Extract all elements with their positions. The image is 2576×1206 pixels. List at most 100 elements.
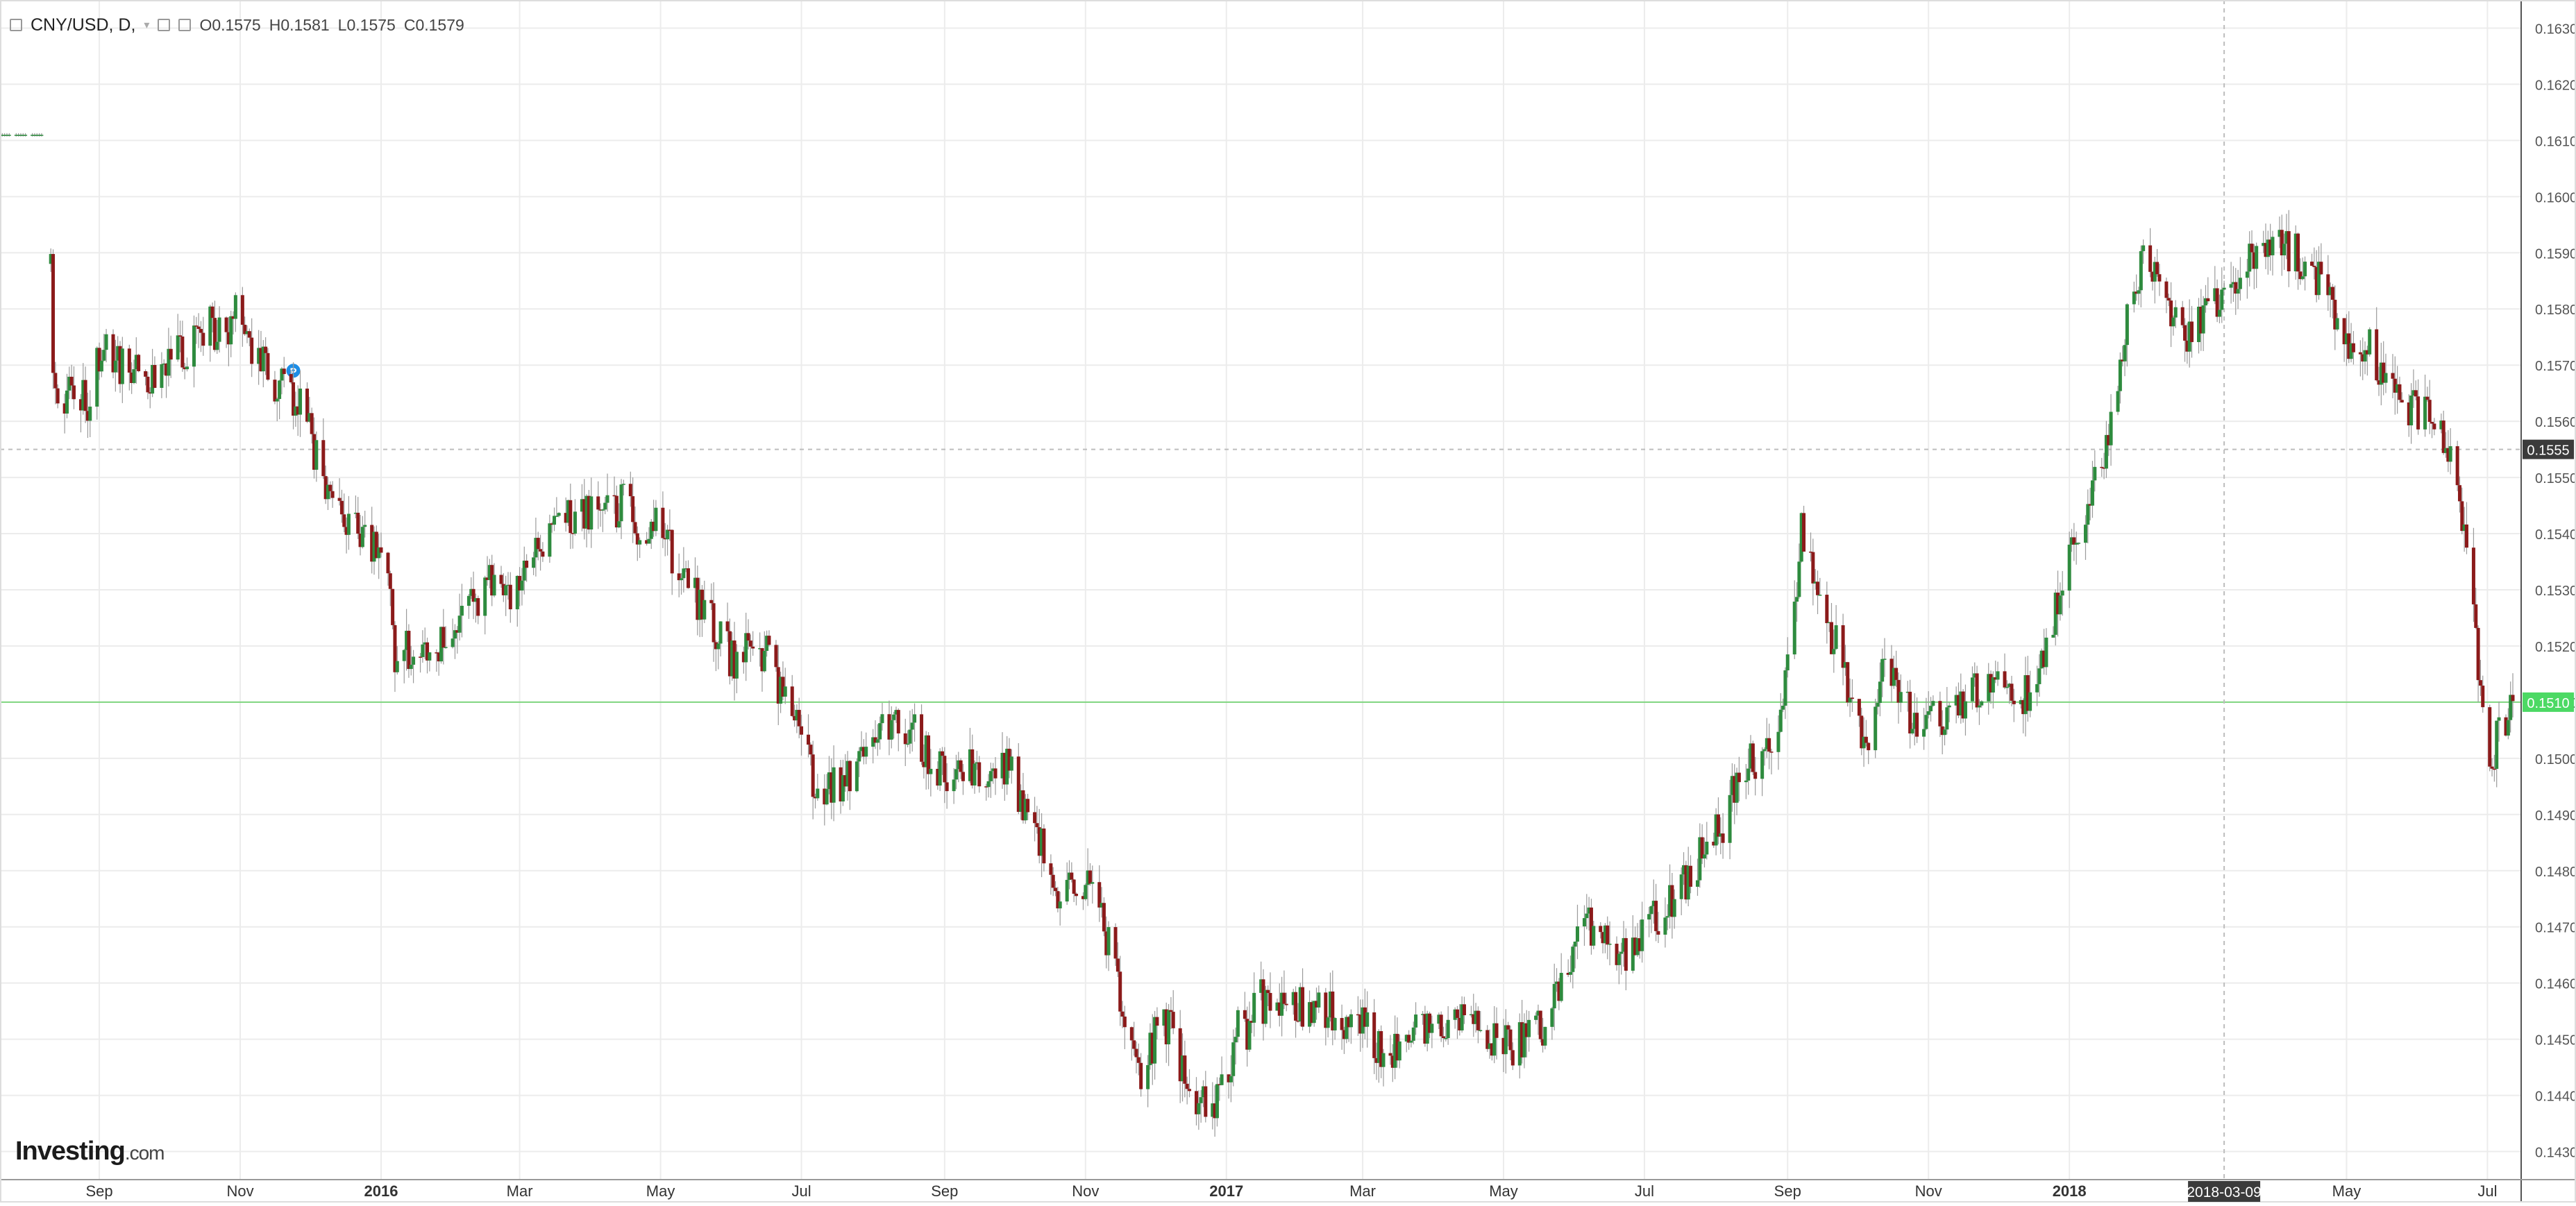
candle-body	[1462, 1004, 1466, 1016]
candle	[1802, 505, 1806, 552]
candle-body	[1541, 1039, 1545, 1046]
candle	[758, 632, 762, 667]
candle	[261, 340, 265, 388]
candle	[811, 740, 815, 819]
candle	[2053, 589, 2057, 646]
candle	[1813, 569, 1817, 590]
collapse-icon[interactable]	[10, 19, 22, 31]
candle-body	[2312, 266, 2316, 267]
candle	[183, 362, 187, 380]
candle	[2460, 487, 2464, 534]
candle	[633, 506, 637, 536]
candle	[1737, 756, 1741, 801]
candle	[920, 704, 924, 765]
candle-body	[1668, 885, 1672, 917]
candle	[1504, 1009, 1508, 1074]
candle	[1714, 808, 1718, 856]
candle-body	[180, 337, 185, 368]
candle	[2476, 625, 2480, 703]
candle-body	[1178, 1028, 1182, 1082]
candle	[160, 352, 164, 398]
candle	[2448, 428, 2452, 475]
candle	[612, 476, 616, 514]
candle	[71, 366, 76, 409]
candle	[1113, 923, 1118, 967]
candle	[1924, 697, 1928, 731]
candle	[573, 499, 577, 536]
candle-body	[598, 509, 603, 511]
candle	[2102, 452, 2106, 479]
candle-body	[1409, 1040, 1413, 1043]
candle	[1894, 650, 1899, 687]
candle	[180, 321, 185, 372]
settings-icon[interactable]	[158, 19, 171, 31]
candle-body	[2123, 345, 2127, 362]
candle-body	[1188, 1089, 1192, 1092]
candle	[1291, 988, 1295, 1015]
candle	[2509, 681, 2513, 733]
y-tick-label: 0.1580	[2535, 303, 2576, 318]
candle	[619, 479, 623, 539]
candle	[1252, 972, 1256, 1037]
candle	[1277, 983, 1281, 1027]
candle-body	[2060, 591, 2064, 596]
candle	[1393, 1015, 1397, 1080]
candle-body	[1252, 992, 1256, 1023]
open-value: O0.1575	[199, 15, 261, 34]
candle	[580, 484, 584, 532]
candle	[993, 757, 997, 795]
close-icon[interactable]	[178, 19, 192, 31]
candle	[1381, 1048, 1386, 1087]
candle	[848, 760, 852, 810]
candle	[1263, 985, 1268, 1028]
candle	[1231, 1029, 1236, 1087]
candle-body	[19, 135, 23, 136]
candle	[1834, 604, 1838, 650]
candle	[2005, 680, 2009, 695]
candle	[1746, 748, 1751, 795]
candle	[2455, 441, 2459, 491]
candle	[1665, 904, 1669, 931]
candle-body	[208, 306, 212, 346]
candle-body	[2100, 466, 2104, 468]
candle-body	[2300, 276, 2305, 280]
candle	[2197, 298, 2200, 354]
candle-body	[1880, 659, 1885, 682]
candle-body	[1088, 870, 1092, 884]
candle-body	[1312, 1001, 1316, 1024]
candle	[132, 359, 136, 384]
candle	[2423, 374, 2427, 437]
candle	[2139, 245, 2143, 307]
high-value: H0.1581	[269, 15, 330, 34]
candle	[2116, 385, 2120, 416]
candle-body	[732, 640, 736, 679]
candle	[1896, 672, 1901, 724]
candle-body	[2268, 239, 2273, 255]
candle	[178, 321, 183, 353]
candle-body	[887, 714, 891, 740]
candle	[1585, 894, 1589, 930]
candle	[1846, 661, 1850, 707]
candle	[421, 630, 425, 663]
x-tick-label: Jul	[791, 1182, 811, 1200]
candle	[1520, 999, 1524, 1064]
candle	[1712, 833, 1716, 848]
chevron-down-icon[interactable]: ▾	[144, 19, 150, 31]
candle-body	[116, 346, 120, 361]
crosshair-price-label: 0.1555	[2527, 443, 2569, 459]
candle-body	[589, 496, 594, 530]
candle	[859, 731, 864, 758]
candle-body	[1753, 772, 1758, 779]
candle-body	[827, 772, 831, 790]
candle-body	[1333, 1018, 1337, 1030]
candle-body	[1204, 1086, 1208, 1117]
candle	[807, 714, 811, 758]
candle-body	[388, 573, 392, 589]
candle	[873, 720, 877, 749]
candle	[1218, 1077, 1222, 1101]
candle	[2107, 423, 2111, 457]
candle-body	[1294, 992, 1298, 1021]
candle	[344, 517, 348, 554]
